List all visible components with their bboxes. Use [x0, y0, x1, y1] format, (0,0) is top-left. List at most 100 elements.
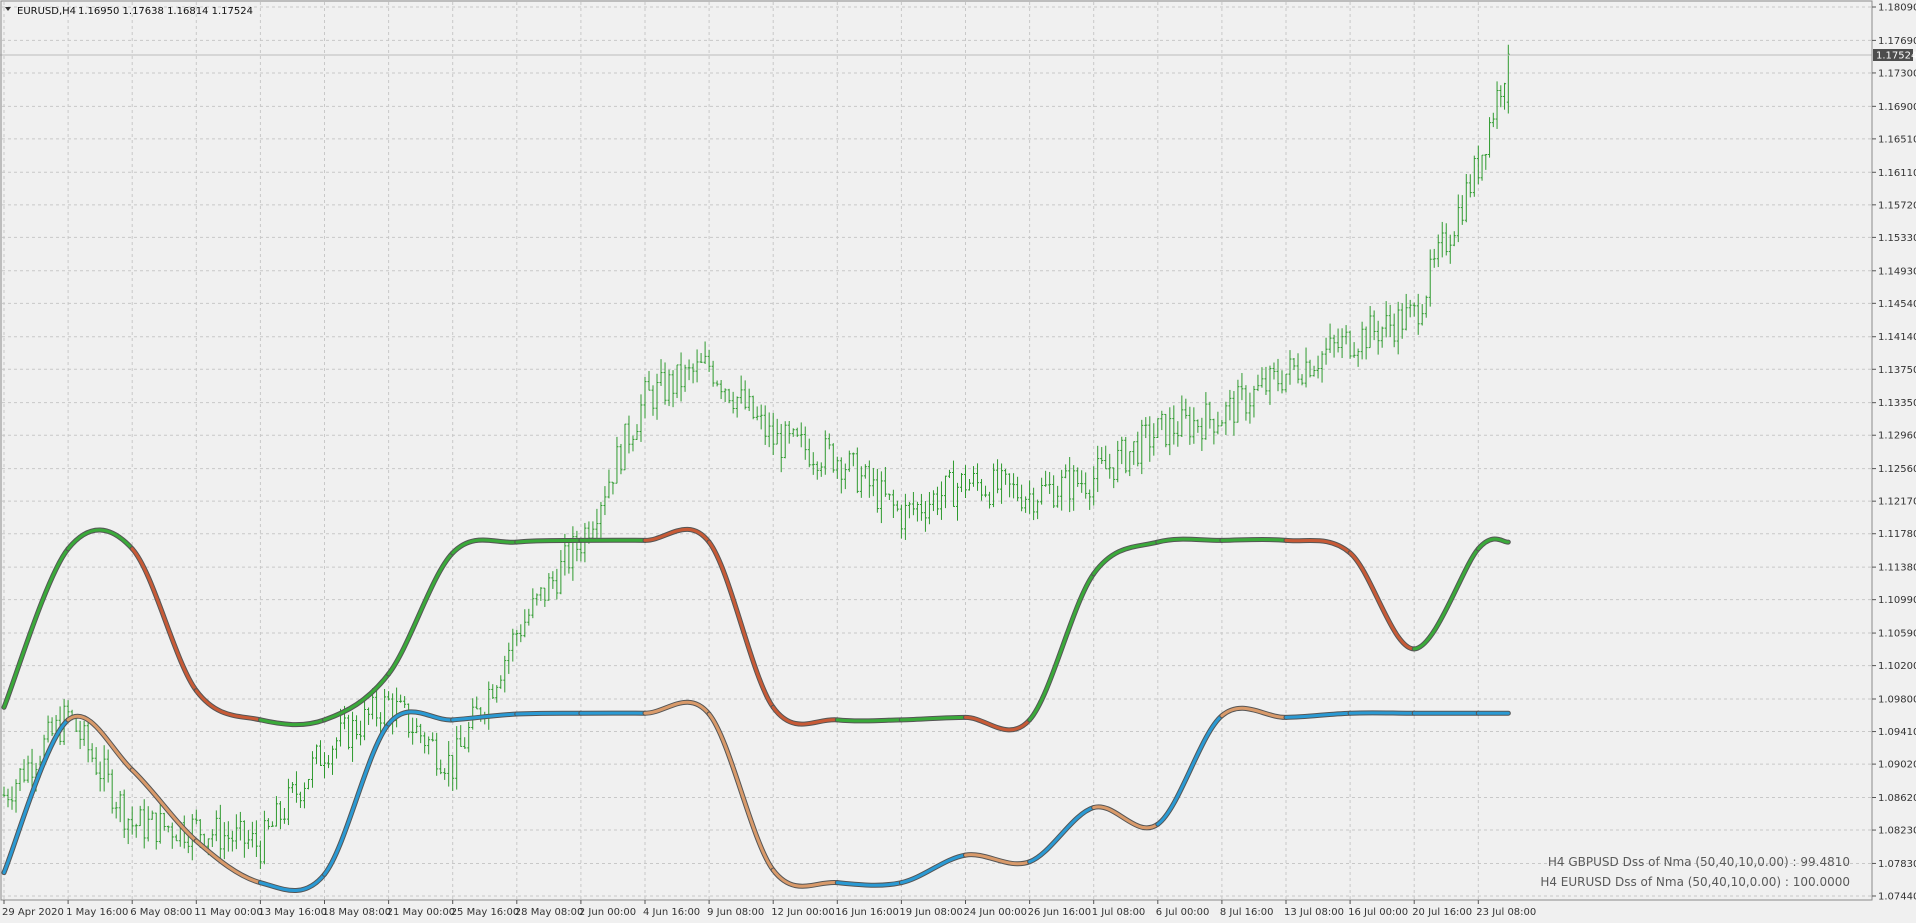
ohlc-bar	[1448, 234, 1452, 264]
ohlc-bar	[1432, 248, 1436, 268]
ohlc-bar	[743, 380, 747, 410]
ohlc-bar	[1056, 485, 1060, 508]
y-tick-label: 1.07830	[1878, 859, 1916, 870]
y-tick-label: 1.13750	[1878, 365, 1916, 376]
ohlc-bar	[146, 806, 150, 842]
triangle-down-icon[interactable]	[5, 7, 11, 11]
ohlc-bar	[383, 688, 387, 731]
line-segment	[835, 881, 903, 887]
ohlc-bar	[323, 752, 326, 779]
y-tick-label: 1.09410	[1878, 727, 1916, 738]
ohlc-bar	[306, 778, 310, 790]
price-axis[interactable]: 1.18090 1.17690 1.17300 1.16900 1.16510 1.161…	[1872, 3, 1916, 903]
line-segment	[258, 718, 326, 727]
x-tick-label: 13 Jul 08:00	[1284, 907, 1344, 918]
ohlc-bar	[1428, 249, 1432, 307]
ohlc-bar	[543, 587, 547, 607]
line-segment	[1028, 806, 1096, 864]
ohlc-bar	[467, 721, 471, 753]
ohlc-bar	[691, 363, 695, 384]
line-segment	[66, 714, 134, 772]
ohlc-bar	[282, 808, 286, 824]
y-tick-label: 1.08620	[1878, 793, 1916, 804]
y-tick-label: 1.17690	[1878, 36, 1916, 47]
ohlc-bar	[1292, 358, 1296, 371]
line-segment	[1348, 551, 1416, 651]
ohlc-bar	[947, 469, 951, 479]
ohlc-bar	[976, 463, 980, 491]
ohlc-bar	[1060, 469, 1064, 511]
ohlc-bar	[1000, 463, 1004, 504]
ohlc-bar	[1008, 473, 1012, 498]
ohlc-bar	[731, 391, 735, 414]
ohlc-bar	[407, 703, 411, 738]
ohlc-bar	[1232, 391, 1236, 436]
ohlc-bar	[1184, 398, 1188, 419]
chart-header: EURUSD,H4 1.16950 1.17638 1.16814 1.1752…	[5, 6, 253, 17]
price-tag-box	[1873, 49, 1913, 61]
ohlc-bar	[1080, 470, 1084, 493]
ohlc-bar	[1044, 470, 1048, 487]
ohlc-bar	[695, 349, 699, 383]
ohlc-bar	[1016, 476, 1020, 502]
ohlc-bar	[1244, 385, 1248, 421]
ohlc-bar	[2, 786, 6, 798]
y-tick-label: 1.07440	[1878, 892, 1916, 903]
y-tick-label: 1.12960	[1878, 431, 1916, 442]
ohlc-bar	[1408, 299, 1412, 318]
ohlc-bar	[895, 500, 899, 512]
ohlc-bar	[855, 447, 859, 494]
ohlc-bar	[791, 428, 795, 437]
ohlc-bar	[903, 493, 907, 540]
ohlc-bar	[988, 491, 992, 509]
ohlc-bar	[274, 796, 278, 827]
ohlc-bar	[375, 688, 379, 727]
y-tick-label: 1.17300	[1878, 68, 1916, 79]
line-segment	[707, 540, 775, 709]
ohlc-bar	[1356, 348, 1360, 367]
ohlc-bar	[314, 744, 318, 765]
ohlc-bar	[515, 629, 519, 646]
ohlc-bar	[803, 426, 807, 460]
ohlc-bar	[419, 723, 423, 744]
ohlc-bar	[351, 711, 355, 762]
line-segment	[258, 872, 326, 892]
ohlc-bar	[551, 571, 555, 589]
ohlc-bar	[1236, 379, 1240, 423]
ohlc-bar	[1104, 445, 1108, 470]
ohlc-bar	[82, 720, 86, 746]
ohlc-bar	[162, 812, 166, 831]
ohlc-bar	[258, 840, 262, 869]
ohlc-bar	[984, 485, 988, 498]
ohlc-bar	[1216, 411, 1220, 435]
ohlc-bar	[807, 438, 811, 468]
ohlc-bar	[907, 501, 911, 519]
ohlc-bar	[835, 456, 839, 479]
ohlc-bar	[523, 609, 527, 638]
ohlc-bar	[1124, 436, 1128, 474]
ohlc-bar	[531, 588, 535, 619]
ohlc-bar	[1260, 367, 1264, 388]
ohlc-bar	[94, 747, 98, 776]
ohlc-bar	[122, 789, 126, 838]
line-segment	[451, 538, 519, 555]
ohlc-bar	[1380, 326, 1384, 348]
ohlc-bar	[1240, 373, 1244, 401]
line-segment	[451, 712, 519, 722]
ohlc-bar	[1264, 366, 1268, 395]
ohlc-bar	[1324, 337, 1328, 365]
line-segment	[323, 722, 391, 876]
ohlc-bar	[659, 359, 663, 386]
time-axis[interactable]: 29 Apr 2020 1 May 16:00 6 May 08:00 11 May …	[2, 900, 1536, 918]
ohlc-bar	[1128, 451, 1132, 477]
ohlc-bar	[379, 712, 383, 736]
ohlc-bar	[1376, 320, 1380, 355]
line-segment	[2, 718, 70, 875]
ohlc-bar	[1136, 431, 1140, 467]
x-tick-label: 11 May 00:00	[194, 907, 263, 918]
line-segment	[1220, 706, 1288, 719]
line-segment	[771, 705, 839, 726]
